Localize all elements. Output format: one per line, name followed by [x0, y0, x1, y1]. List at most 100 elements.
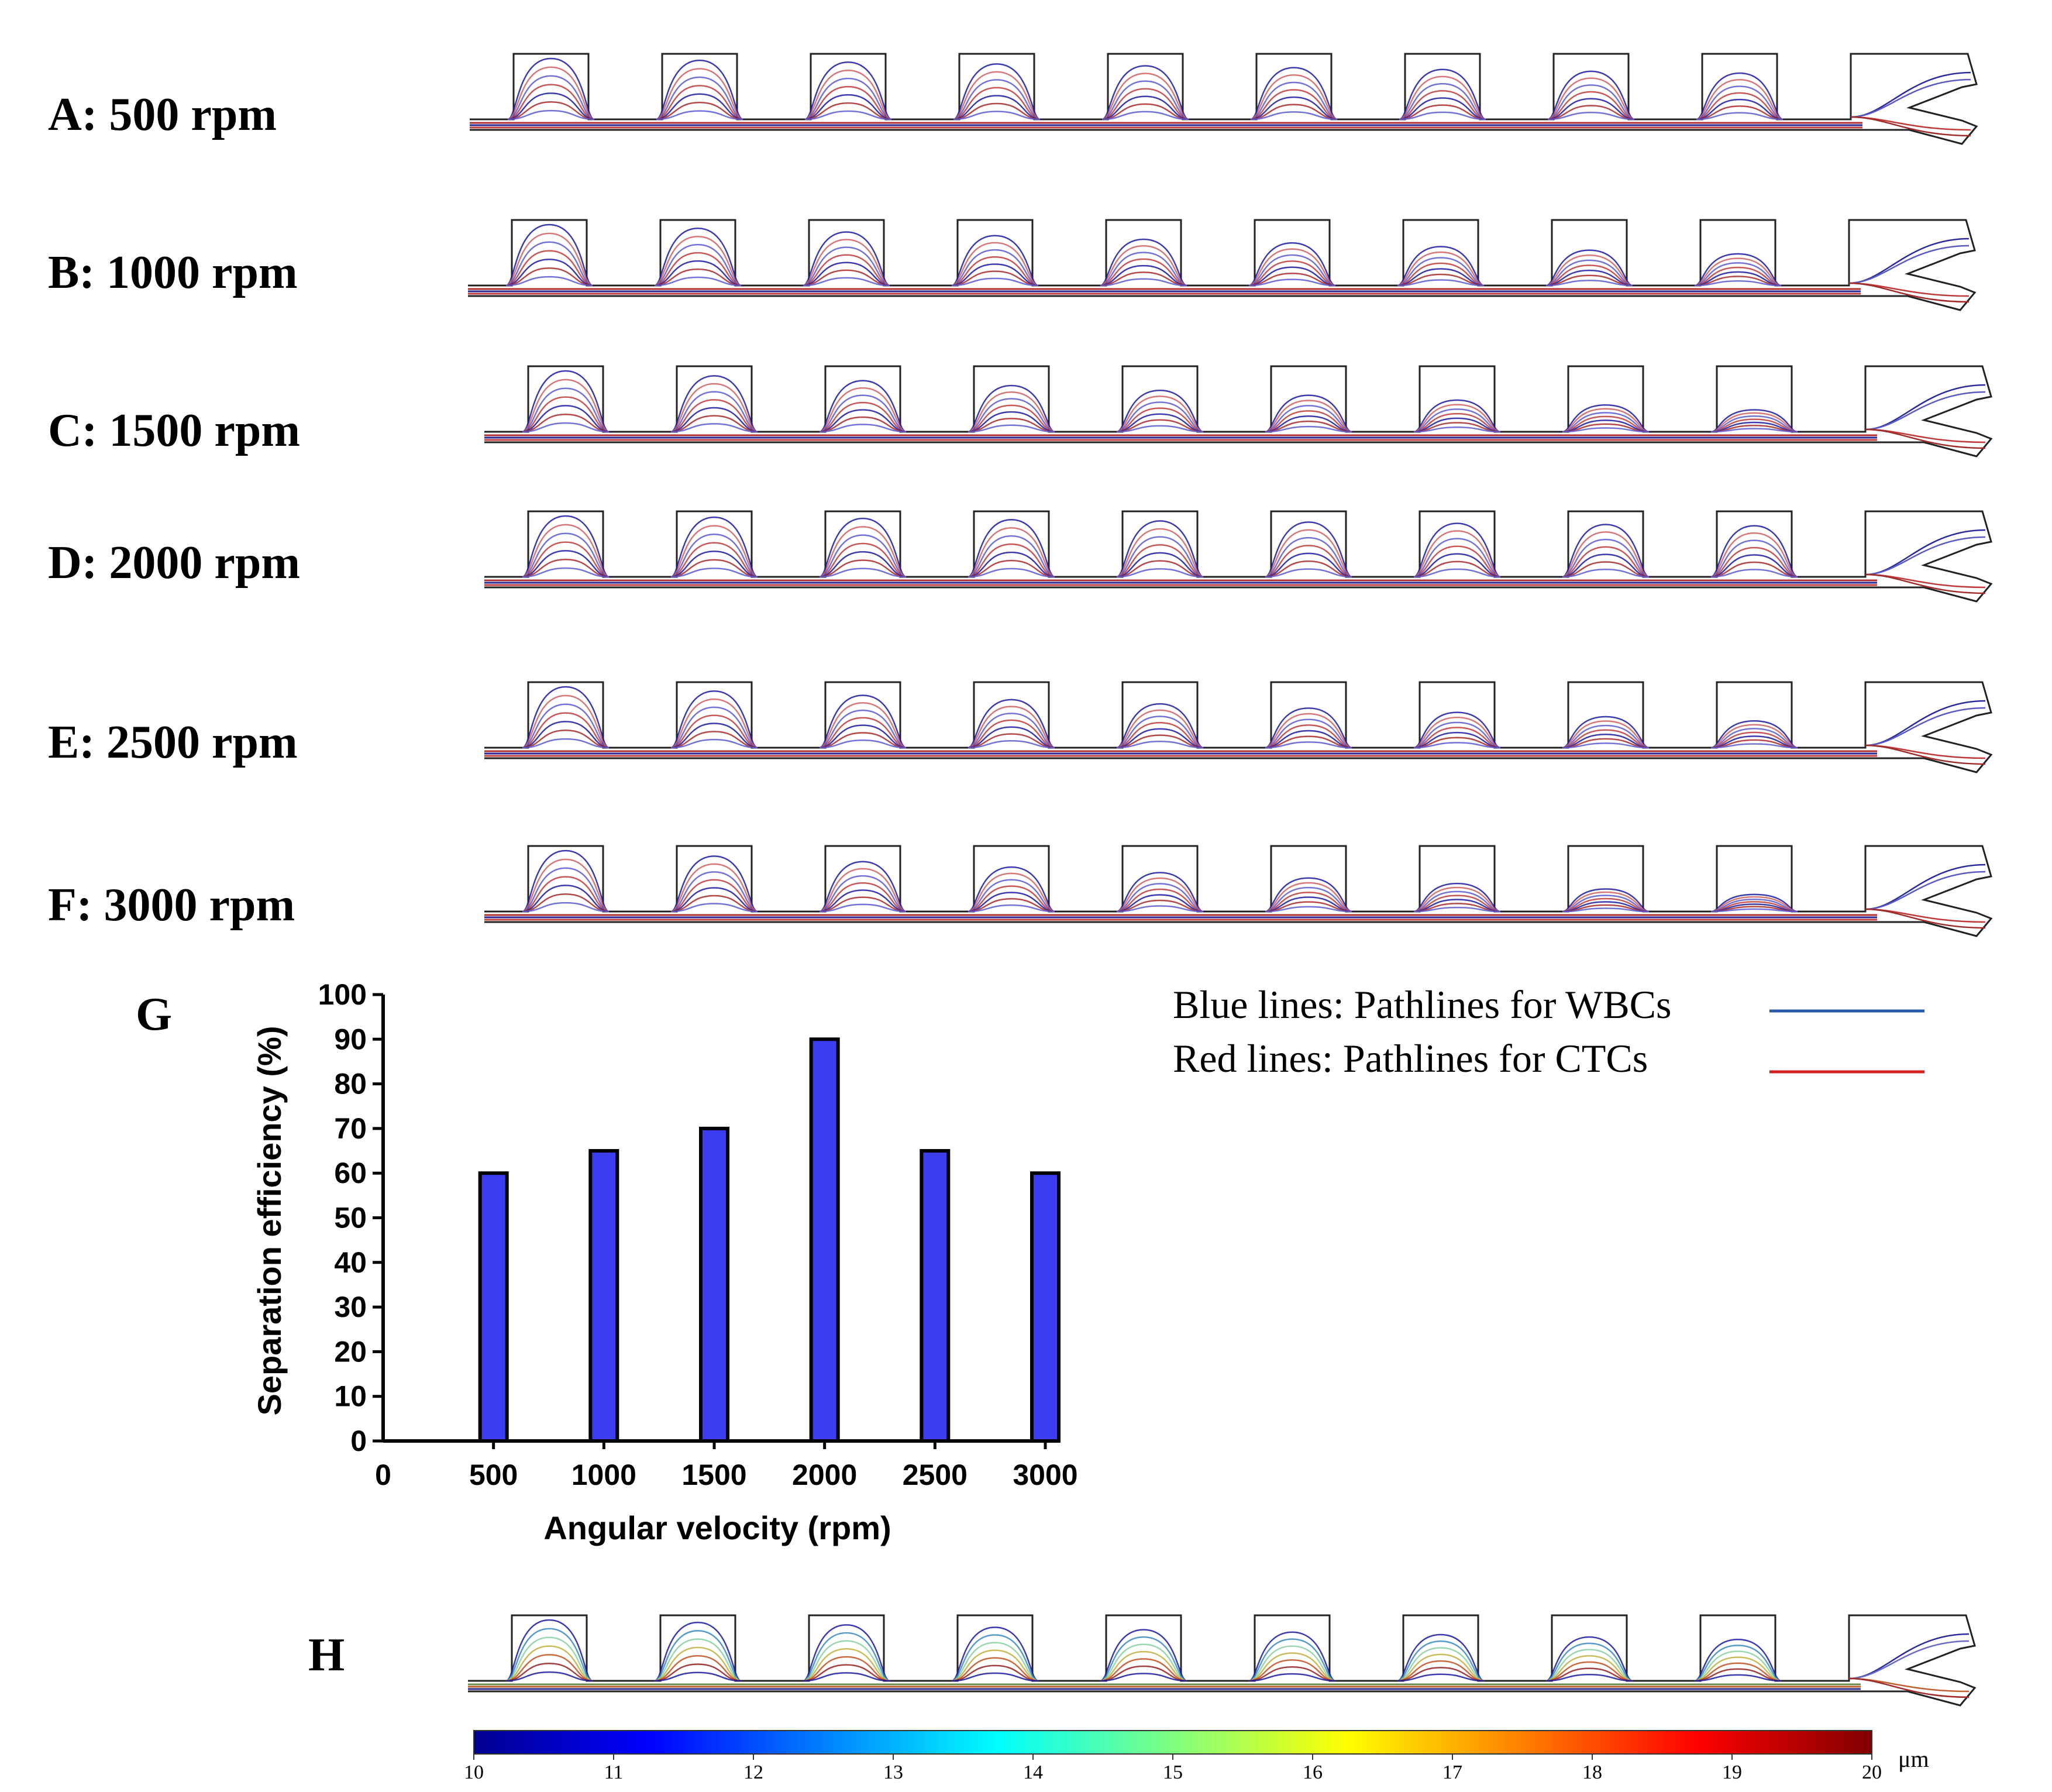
pathline — [654, 252, 742, 287]
pathline — [1694, 253, 1782, 287]
pathline — [1545, 280, 1633, 287]
pathline — [951, 256, 1039, 287]
pathline — [803, 1672, 890, 1682]
pathline — [1100, 1629, 1187, 1682]
pathline — [670, 895, 758, 913]
pathline — [968, 411, 1055, 433]
y-tick-label: 50 — [334, 1202, 367, 1234]
pathline — [968, 527, 1055, 578]
colorbar-tick-label: 20 — [1862, 1762, 1882, 1783]
pathline — [1562, 716, 1650, 749]
pathline — [522, 396, 610, 433]
pathline — [951, 1657, 1039, 1682]
pathline — [654, 268, 742, 287]
pathline — [1265, 552, 1352, 578]
pathline — [1399, 104, 1486, 121]
pathline — [1562, 897, 1650, 913]
pathline — [803, 254, 890, 287]
pathline — [1562, 901, 1650, 913]
pathline — [1547, 70, 1635, 121]
pathline — [1116, 419, 1204, 433]
pathline — [505, 259, 593, 287]
pathline — [1116, 888, 1204, 913]
pathline — [1265, 741, 1352, 749]
pathline — [953, 71, 1041, 121]
pathline — [968, 726, 1055, 749]
pathline — [953, 79, 1041, 121]
pathline — [1710, 908, 1798, 913]
pathline — [507, 84, 595, 121]
pathline — [670, 407, 758, 433]
pathline — [1413, 882, 1501, 913]
bar-2000 — [809, 1037, 840, 1443]
pathline — [670, 871, 758, 913]
pathline — [505, 1636, 593, 1682]
pathline — [670, 863, 758, 913]
pathline — [1413, 899, 1501, 913]
pathline — [1265, 901, 1352, 913]
pathline — [803, 1656, 890, 1682]
pathline — [1710, 731, 1798, 749]
pathline — [1710, 525, 1798, 578]
pathline — [1710, 428, 1798, 433]
pathline — [1562, 408, 1650, 433]
pathline — [1116, 883, 1204, 913]
pathline — [968, 559, 1055, 578]
pathline — [1710, 724, 1798, 749]
pathline — [1248, 1652, 1336, 1682]
row-label-f: F: 3000 rpm — [48, 879, 295, 931]
pathline — [951, 1672, 1039, 1682]
outlet-pathline — [1865, 871, 1986, 910]
pathline — [819, 401, 907, 433]
colorbar-tick-label: 14 — [1023, 1762, 1043, 1783]
pathline — [1248, 254, 1336, 287]
pathline — [1100, 252, 1187, 287]
pathline — [1694, 266, 1782, 287]
pathline — [951, 270, 1039, 287]
outlet-pathline — [1865, 573, 1986, 594]
pathline — [1710, 418, 1798, 433]
pathline — [522, 541, 610, 578]
pathline — [1710, 893, 1798, 913]
pathline — [1562, 553, 1650, 578]
pathline — [505, 223, 593, 287]
x-axis-title: Angular velocity (rpm) — [543, 1509, 891, 1546]
pathline — [1413, 530, 1501, 578]
pathline — [522, 867, 610, 913]
pathline — [522, 405, 610, 433]
pathline — [1413, 422, 1501, 433]
pathline — [1100, 1650, 1187, 1682]
pathline — [803, 1624, 890, 1682]
pathline — [968, 872, 1055, 913]
pathline — [1265, 394, 1352, 433]
pathline — [505, 241, 593, 287]
pathline — [951, 1642, 1039, 1682]
pathline — [1562, 412, 1650, 433]
pathline — [1547, 91, 1635, 121]
pathline — [654, 1655, 742, 1682]
pathline — [1265, 886, 1352, 913]
pathline — [1413, 408, 1501, 433]
pathline — [670, 423, 758, 433]
pathline — [505, 267, 593, 287]
pathline — [1116, 894, 1204, 913]
pathline — [654, 1630, 742, 1682]
x-tick-label: 500 — [469, 1459, 518, 1491]
pathline — [1248, 1631, 1336, 1682]
bar-500 — [478, 1171, 509, 1443]
pathline — [819, 903, 907, 913]
pathline — [1116, 401, 1204, 433]
pathline — [819, 559, 907, 578]
pathline — [1397, 279, 1485, 287]
y-tick-label: 70 — [334, 1112, 367, 1145]
pathline — [1545, 1649, 1633, 1682]
pathline — [522, 730, 610, 749]
pathline — [1116, 395, 1204, 433]
pathline — [1547, 98, 1635, 121]
pathline — [1413, 737, 1501, 749]
pathline — [670, 567, 758, 578]
pathline — [819, 889, 907, 913]
colorbar-ticks: 10 11 12 13 14 15 16 17 18 19 20 — [464, 1754, 1882, 1783]
pathline — [804, 102, 892, 121]
